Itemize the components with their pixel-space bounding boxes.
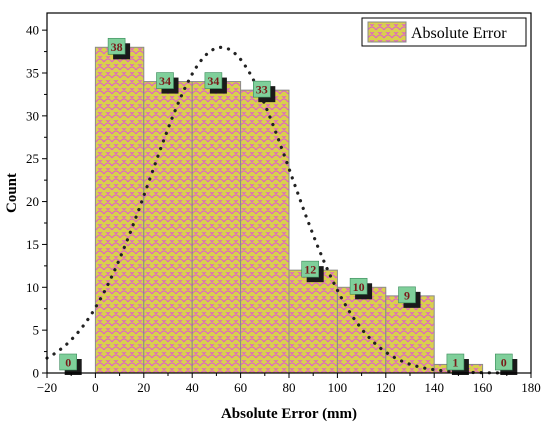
y-tick-label: 35 — [26, 66, 39, 81]
value-label: 0 — [494, 353, 518, 375]
histogram-bar — [191, 81, 242, 374]
value-label: 9 — [398, 286, 421, 308]
value-label: 34 — [156, 72, 179, 94]
legend-swatch — [367, 21, 407, 43]
x-tick-label: 120 — [376, 380, 396, 395]
value-label-text: 9 — [404, 288, 410, 302]
x-tick-label: 80 — [283, 380, 296, 395]
value-label-text: 0 — [65, 356, 71, 370]
value-label: 34 — [204, 72, 227, 94]
histogram-bar — [94, 46, 145, 374]
value-label: 1 — [446, 353, 469, 375]
y-tick-label: 25 — [26, 151, 39, 166]
y-tick-label: 20 — [26, 194, 39, 209]
value-label-box — [107, 37, 126, 55]
value-label: 38 — [107, 37, 131, 60]
value-label-box — [156, 72, 174, 89]
bars-group — [94, 46, 484, 374]
value-label-text: 10 — [353, 280, 365, 294]
x-tick-label: 140 — [424, 380, 444, 395]
y-tick-label: 30 — [26, 108, 39, 123]
legend: Absolute Error — [361, 17, 527, 47]
value-label: 12 — [301, 260, 324, 283]
y-tick-label: 15 — [26, 237, 39, 252]
x-tick-label: 100 — [328, 380, 348, 395]
x-axis: −20 0 20 40 60 80 100 120 140 160 180 — [37, 373, 541, 395]
value-label-text: 33 — [256, 83, 268, 97]
x-tick-label: −20 — [37, 380, 57, 395]
value-label-text: 34 — [207, 74, 219, 88]
value-label-text: 12 — [304, 263, 316, 277]
y-tick-label: 40 — [26, 23, 39, 38]
y-axis-title: Count — [4, 173, 20, 213]
histogram-bar — [240, 89, 290, 374]
x-tick-label: 40 — [186, 380, 199, 395]
x-tick-label: 20 — [137, 380, 150, 395]
y-tick-label: 0 — [33, 366, 40, 381]
value-label-box — [253, 80, 271, 98]
histogram-bar — [385, 295, 435, 374]
value-label-box — [494, 353, 513, 371]
value-label-box — [349, 277, 368, 295]
histogram-bar — [143, 81, 193, 374]
x-tick-label: 0 — [92, 380, 99, 395]
x-tick-label: 60 — [234, 380, 247, 395]
value-label: 10 — [349, 277, 373, 300]
value-label-text: 0 — [501, 356, 507, 370]
value-label: 0 — [59, 353, 82, 375]
y-axis: 0 5 10 15 20 25 30 35 40 — [26, 23, 47, 381]
x-tick-label: 160 — [473, 380, 493, 395]
value-label-box — [204, 72, 223, 89]
value-label-text: 38 — [111, 40, 123, 54]
value-label-box — [59, 353, 78, 371]
value-label-text: 34 — [159, 74, 171, 88]
histogram-bar — [336, 286, 387, 374]
x-axis-title: Absolute Error (mm) — [221, 406, 357, 422]
histogram-bar — [288, 269, 338, 374]
y-tick-label: 5 — [33, 323, 40, 338]
value-label-box — [446, 353, 465, 371]
value-label: 33 — [253, 80, 276, 103]
legend-label: Absolute Error — [411, 25, 507, 42]
value-label-text: 1 — [452, 356, 458, 370]
x-tick-label: 180 — [521, 380, 541, 395]
value-label-box — [398, 286, 416, 304]
value-label-box — [301, 260, 320, 278]
y-tick-label: 10 — [26, 280, 39, 295]
